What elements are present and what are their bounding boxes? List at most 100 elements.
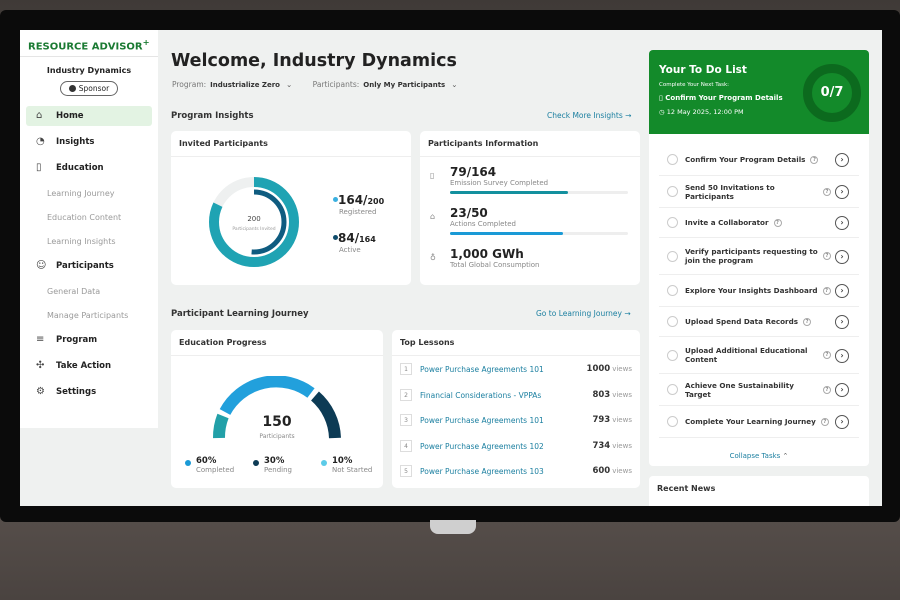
- sidebar-subitem[interactable]: Manage Participants: [47, 311, 129, 320]
- todo-task[interactable]: Send 50 Invitations to Participants? ›: [659, 176, 859, 208]
- todo-task[interactable]: Explore Your Insights Dashboard? ›: [659, 275, 859, 307]
- sidebar-item[interactable]: ⌂ Home: [26, 106, 152, 126]
- lesson-title[interactable]: Power Purchase Agreements 101: [420, 416, 544, 425]
- todo-task[interactable]: Confirm Your Program Details? ›: [659, 144, 859, 176]
- go-to-learning-journey-link[interactable]: Go to Learning Journey →: [536, 309, 631, 318]
- todo-task[interactable]: Verify participants requesting to join t…: [659, 238, 859, 275]
- action-icon: ⌂: [430, 212, 436, 221]
- help-icon[interactable]: ?: [823, 385, 831, 394]
- todo-task[interactable]: Achieve One Sustainability Target? ›: [659, 374, 859, 406]
- sidebar-item[interactable]: ☺ Participants: [26, 256, 152, 276]
- help-icon[interactable]: ?: [823, 252, 831, 260]
- chevron-right-icon[interactable]: ›: [835, 185, 849, 199]
- next-task-name: Confirm Your Program Details: [665, 94, 783, 102]
- program-select[interactable]: Industrialize Zero: [210, 81, 280, 89]
- chevron-right-icon[interactable]: ›: [835, 348, 849, 363]
- chevron-right-icon[interactable]: ›: [835, 315, 849, 329]
- lesson-row[interactable]: 4 Power Purchase Agreements 102 734 views: [400, 434, 632, 459]
- participants-icon: ☺: [36, 260, 47, 271]
- task-label-row: Verify participants requesting to join t…: [685, 238, 831, 274]
- info-value: 1,000 GWh: [450, 247, 524, 261]
- todo-task[interactable]: Complete Your Learning Journey? ›: [659, 406, 859, 438]
- registered-stat: 164/200 Registered: [333, 189, 384, 216]
- progress-fill: [450, 191, 569, 194]
- lesson-row[interactable]: 3 Power Purchase Agreements 101 793 views: [400, 408, 632, 433]
- chevron-right-icon[interactable]: ›: [835, 383, 849, 397]
- next-task[interactable]: ▯ Confirm Your Program Details: [659, 94, 783, 102]
- due-date-text: 12 May 2025, 12:00 PM: [666, 108, 744, 116]
- task-checkbox[interactable]: [667, 316, 678, 327]
- lesson-row[interactable]: 5 Power Purchase Agreements 103 600 views: [400, 459, 632, 484]
- lesson-row[interactable]: 1 Power Purchase Agreements 101 1000 views: [400, 357, 632, 382]
- task-checkbox[interactable]: [667, 416, 678, 427]
- sidebar-item[interactable]: ⚙ Settings: [26, 382, 152, 402]
- lesson-title[interactable]: Power Purchase Agreements 101: [420, 365, 544, 374]
- lesson-title[interactable]: Power Purchase Agreements 103: [420, 467, 544, 476]
- chevron-right-icon[interactable]: ›: [835, 249, 849, 264]
- help-icon[interactable]: ?: [823, 187, 831, 196]
- due-date: ◷ 12 May 2025, 12:00 PM: [659, 108, 744, 116]
- legend-value: 10%: [332, 456, 353, 466]
- link-label: Check More Insights: [547, 111, 623, 120]
- task-checkbox[interactable]: [667, 285, 678, 296]
- chevron-down-icon[interactable]: ⌄: [451, 80, 458, 89]
- sidebar: RESOURCE ADVISOR+ Industry Dynamics Spon…: [20, 30, 158, 428]
- task-label-row: Upload Additional Educational Content?: [685, 337, 831, 373]
- sidebar-item-label: Insights: [56, 137, 95, 147]
- legend-item: 30% Pending: [253, 456, 292, 474]
- collapse-tasks-button[interactable]: Collapse Tasks ⌃: [649, 452, 869, 460]
- task-label-row: Achieve One Sustainability Target?: [685, 374, 831, 405]
- sidebar-item[interactable]: ≡ Program: [26, 330, 152, 350]
- lesson-rank: 4: [400, 439, 412, 452]
- chevron-right-icon[interactable]: ›: [835, 216, 849, 230]
- sidebar-subitem[interactable]: Learning Journey: [47, 189, 115, 198]
- sidebar-subitem[interactable]: Education Content: [47, 213, 122, 222]
- help-icon[interactable]: ?: [823, 351, 831, 359]
- task-label: Explore Your Insights Dashboard: [685, 286, 818, 295]
- book-icon: ▯: [36, 162, 42, 173]
- chevron-right-icon[interactable]: ›: [835, 415, 849, 429]
- lesson-title[interactable]: Financial Considerations - VPPAs: [420, 390, 542, 400]
- sidebar-subitem[interactable]: Learning Insights: [47, 237, 116, 246]
- todo-task[interactable]: Invite a Collaborator? ›: [659, 208, 859, 238]
- task-label: Verify participants requesting to join t…: [685, 247, 818, 265]
- task-checkbox[interactable]: [667, 384, 678, 395]
- check-more-insights-link[interactable]: Check More Insights →: [547, 111, 631, 120]
- help-icon[interactable]: ?: [803, 317, 812, 326]
- org-name: Industry Dynamics: [46, 66, 132, 75]
- views-count: 600: [592, 466, 611, 476]
- gauge-not-started: [213, 413, 229, 439]
- lesson-row[interactable]: 2 Financial Considerations - VPPAs 803 view…: [400, 383, 632, 408]
- todo-task[interactable]: Upload Spend Data Records? ›: [659, 307, 859, 337]
- legend-label: Pending: [264, 466, 292, 474]
- task-checkbox[interactable]: [667, 349, 678, 361]
- registered-label: Registered: [339, 208, 377, 216]
- todo-task[interactable]: Upload Additional Educational Content? ›: [659, 337, 859, 374]
- task-checkbox[interactable]: [667, 217, 678, 228]
- sidebar-item[interactable]: ◔ Insights: [26, 132, 152, 152]
- help-icon[interactable]: ?: [810, 155, 819, 164]
- sidebar-item[interactable]: ✣ Take Action: [26, 356, 152, 376]
- chevron-right-icon[interactable]: ›: [835, 153, 849, 167]
- task-checkbox[interactable]: [667, 186, 678, 197]
- help-icon[interactable]: ?: [773, 218, 782, 227]
- sidebar-subitem[interactable]: General Data: [47, 287, 101, 296]
- chevron-down-icon[interactable]: ⌄: [285, 80, 293, 89]
- task-label: Complete Your Learning Journey: [685, 417, 816, 426]
- task-checkbox[interactable]: [667, 250, 678, 262]
- chevron-right-icon[interactable]: ›: [835, 284, 849, 298]
- lesson-title[interactable]: Power Purchase Agreements 102: [420, 441, 544, 451]
- legend-label: Not Started: [332, 466, 373, 474]
- views-label: views: [612, 467, 632, 475]
- task-checkbox[interactable]: [667, 154, 678, 165]
- sidebar-item[interactable]: ▯ Education: [26, 158, 152, 178]
- help-icon[interactable]: ?: [822, 286, 831, 295]
- participants-select[interactable]: Only My Participants: [363, 81, 446, 89]
- link-label: Go to Learning Journey: [536, 309, 622, 318]
- task-label: Achieve One Sustainability Target: [685, 380, 794, 399]
- registered-total: 200: [367, 197, 385, 206]
- help-icon[interactable]: ?: [820, 417, 829, 426]
- logo[interactable]: RESOURCE ADVISOR+: [28, 37, 150, 52]
- task-label-row: Complete Your Learning Journey?: [685, 406, 831, 437]
- logo-plus: +: [142, 37, 150, 47]
